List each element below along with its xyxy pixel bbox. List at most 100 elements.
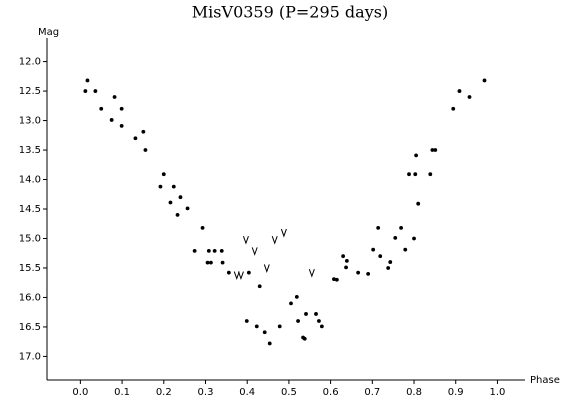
upper-limit-marker xyxy=(251,247,258,256)
data-point xyxy=(171,184,176,189)
data-point xyxy=(99,106,104,111)
data-point xyxy=(414,153,419,158)
data-point xyxy=(178,195,183,200)
data-point xyxy=(304,312,308,316)
data-point xyxy=(412,236,416,241)
data-point xyxy=(161,172,166,177)
y-tick-label: 12.5 xyxy=(19,86,41,97)
data-point xyxy=(356,270,361,275)
data-point xyxy=(451,106,456,111)
data-point xyxy=(416,201,421,206)
data-point xyxy=(244,319,249,323)
data-point xyxy=(457,89,462,93)
data-point xyxy=(378,254,383,259)
data-point xyxy=(206,248,211,253)
upper-limit-marker xyxy=(242,235,249,245)
x-tick-label: 0.6 xyxy=(323,387,339,398)
data-point xyxy=(209,260,213,265)
data-point xyxy=(317,319,321,323)
data-point xyxy=(289,301,293,306)
data-point xyxy=(334,277,339,282)
upper-limit-marker xyxy=(308,269,315,278)
x-tick-label: 0.4 xyxy=(239,387,255,398)
data-point xyxy=(200,225,205,230)
data-point xyxy=(109,118,114,122)
data-point xyxy=(219,248,224,253)
data-point xyxy=(93,89,98,93)
data-point xyxy=(119,106,124,111)
data-point xyxy=(433,148,438,152)
data-point xyxy=(344,265,348,270)
data-point xyxy=(344,258,349,263)
data-point xyxy=(220,260,225,265)
data-point xyxy=(403,247,408,252)
data-point xyxy=(428,172,433,177)
data-point xyxy=(158,184,163,189)
y-tick-label: 13.0 xyxy=(19,116,41,127)
data-point xyxy=(399,225,403,230)
data-point xyxy=(267,341,272,346)
upper-limit-marker xyxy=(237,271,244,281)
data-point xyxy=(388,260,393,264)
data-point xyxy=(119,123,124,128)
data-point xyxy=(85,78,90,83)
data-point xyxy=(482,78,487,83)
x-tick-label: 0.8 xyxy=(406,387,422,398)
x-tick-label: 0.0 xyxy=(72,387,88,398)
y-tick-label: 16.5 xyxy=(19,322,41,333)
data-point xyxy=(371,247,376,252)
upper-limit-marker xyxy=(280,228,287,238)
data-point xyxy=(192,248,197,253)
data-point xyxy=(83,89,88,93)
data-point xyxy=(296,319,300,323)
data-point xyxy=(141,129,146,134)
data-point xyxy=(226,270,231,275)
x-tick-label: 0.7 xyxy=(364,387,380,398)
data-point xyxy=(277,324,282,329)
upper-limit-marker xyxy=(233,271,240,281)
data-point xyxy=(246,270,251,275)
x-tick-label: 0.9 xyxy=(448,387,464,398)
data-point xyxy=(319,324,324,329)
y-tick-label: 12.0 xyxy=(19,57,41,68)
data-point xyxy=(407,172,411,177)
x-tick-label: 0.1 xyxy=(114,387,130,398)
data-point xyxy=(143,148,148,152)
y-tick-label: 13.5 xyxy=(19,145,41,156)
data-point xyxy=(254,324,259,329)
data-point xyxy=(366,271,371,276)
upper-limit-marker xyxy=(263,264,270,273)
x-tick-label: 0.3 xyxy=(198,387,214,398)
upper-limit-marker xyxy=(271,235,278,245)
data-point xyxy=(386,266,391,270)
y-tick-label: 16.0 xyxy=(19,292,41,303)
x-tick-label: 0.2 xyxy=(156,387,172,398)
data-point xyxy=(168,200,173,205)
data-point xyxy=(262,330,267,335)
y-tick-label: 15.0 xyxy=(19,233,41,244)
x-axis-label: Phase xyxy=(530,375,560,386)
data-point xyxy=(376,225,381,230)
data-point xyxy=(430,148,435,152)
data-point xyxy=(341,254,346,259)
data-point xyxy=(205,260,210,265)
y-tick-label: 17.0 xyxy=(19,351,41,362)
x-tick-label: 0.5 xyxy=(281,387,297,398)
x-tick-label: 1.0 xyxy=(489,387,505,398)
data-point xyxy=(314,312,318,316)
data-point xyxy=(175,212,180,217)
data-point xyxy=(467,95,472,99)
data-point xyxy=(185,206,190,211)
data-point xyxy=(302,336,307,341)
data-point xyxy=(212,248,217,253)
data-point xyxy=(393,235,398,240)
data-point xyxy=(112,95,117,99)
data-point xyxy=(257,284,262,289)
y-axis-label: Mag xyxy=(38,27,59,38)
data-point xyxy=(294,294,299,299)
y-tick-label: 14.0 xyxy=(19,175,41,186)
data-point xyxy=(413,172,418,177)
y-tick-label: 14.5 xyxy=(19,204,41,215)
data-point xyxy=(332,277,336,282)
